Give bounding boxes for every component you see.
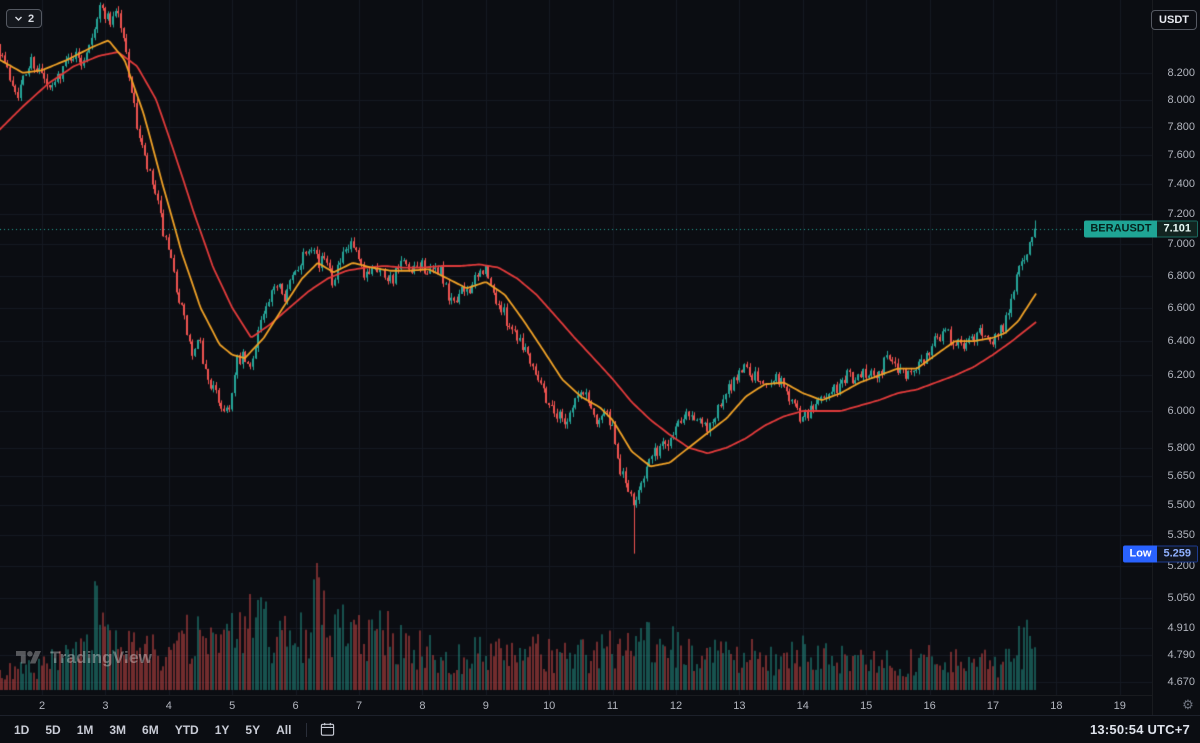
time-tick-label: 3	[102, 700, 109, 712]
session-clock[interactable]: 13:50:54 UTC+7	[1090, 722, 1190, 737]
price-tick-label: 5.350	[1167, 529, 1195, 542]
price-tick-label: 6.000	[1167, 404, 1195, 417]
price-tick-label: 6.400	[1167, 335, 1195, 348]
price-tick-label: 7.200	[1167, 207, 1195, 220]
time-tick-label: 17	[986, 700, 1000, 712]
time-tick-label: 12	[669, 700, 683, 712]
price-chart-canvas[interactable]	[0, 0, 1152, 695]
calendar-icon	[321, 722, 335, 736]
last-price-tag: BERAUSDT 7.101	[1084, 220, 1198, 238]
time-tick-label: 15	[860, 700, 873, 712]
price-tick-label: 7.600	[1167, 149, 1195, 162]
time-tick-label: 5	[229, 700, 236, 712]
price-tick-label: 5.500	[1167, 499, 1195, 512]
range-buttons: 1D 5D 1M 3M 6M YTD 1Y 5Y All	[6, 720, 299, 740]
range-button-all[interactable]: All	[268, 720, 299, 740]
price-tick-label: 6.800	[1167, 269, 1195, 282]
range-button-1y[interactable]: 1Y	[207, 720, 238, 740]
time-tick-label: 2	[38, 700, 46, 712]
price-tick-label: 8.000	[1167, 93, 1195, 106]
time-tick-label: 8	[419, 700, 426, 712]
time-tick-label: 14	[796, 700, 809, 712]
go-to-date-button[interactable]	[314, 720, 341, 739]
time-tick-label: 10	[543, 700, 556, 712]
range-button-1m[interactable]: 1M	[69, 720, 102, 740]
price-tick-label: 7.800	[1167, 121, 1195, 134]
gear-icon[interactable]: ⚙	[1182, 697, 1194, 712]
price-tick-label: 4.910	[1167, 621, 1195, 634]
legend-toggle-button[interactable]: 2	[6, 9, 43, 28]
price-tick-label: 8.200	[1167, 66, 1195, 79]
price-tick-label: 7.000	[1167, 238, 1195, 251]
time-tick-label: 18	[1050, 700, 1063, 712]
time-tick-label: 13	[733, 700, 746, 712]
currency-unit-button[interactable]: USDT	[1151, 10, 1197, 30]
price-tick-label: 5.650	[1167, 470, 1195, 483]
price-tick-label: 5.050	[1167, 591, 1195, 604]
time-tick-label: 4	[165, 700, 172, 712]
price-tick-label: 6.200	[1167, 369, 1195, 382]
range-button-1d[interactable]: 1D	[6, 720, 37, 740]
range-button-6m[interactable]: 6M	[134, 720, 167, 740]
price-tick-label: 4.670	[1167, 676, 1195, 689]
price-tick-label: 7.400	[1167, 177, 1195, 190]
range-button-5d[interactable]: 5D	[37, 720, 68, 740]
price-tick-label: 4.790	[1167, 648, 1195, 661]
price-axis[interactable]: USDT 8.200 8.000 7.800 7.600 7.400 7.200 7.000…	[1151, 0, 1200, 715]
range-button-5y[interactable]: 5Y	[237, 720, 268, 740]
time-tick-label: 9	[482, 700, 489, 712]
chevron-down-icon	[15, 16, 22, 21]
last-price-symbol-label: BERAUSDT	[1084, 220, 1158, 238]
price-tick-label: 6.600	[1167, 301, 1195, 314]
legend-collapsed-count: 2	[28, 12, 35, 25]
time-tick-label: 11	[606, 700, 619, 712]
price-tick-label: 5.800	[1167, 441, 1195, 454]
time-tick-label: 6	[292, 700, 299, 712]
range-button-3m[interactable]: 3M	[101, 720, 134, 740]
low-price-value: 5.259	[1157, 545, 1198, 563]
price-tick-label: 5.200	[1167, 559, 1195, 572]
low-tag-label: Low	[1123, 545, 1158, 563]
time-axis[interactable]: 2 3 4 5 6 7 8 9 10 11 12 13 14 15 16 17 18 19	[0, 695, 1152, 715]
toolbar-separator	[306, 722, 308, 737]
bottom-toolbar: 1D 5D 1M 3M 6M YTD 1Y 5Y All 13:50:54 UTC+7	[0, 715, 1200, 743]
time-tick-label: 16	[923, 700, 936, 712]
range-button-ytd[interactable]: YTD	[167, 720, 207, 740]
time-tick-label: 7	[355, 700, 363, 712]
low-price-tag: Low 5.259	[1123, 545, 1198, 563]
last-price-value: 7.101	[1157, 220, 1198, 238]
time-tick-label: 19	[1113, 700, 1126, 712]
